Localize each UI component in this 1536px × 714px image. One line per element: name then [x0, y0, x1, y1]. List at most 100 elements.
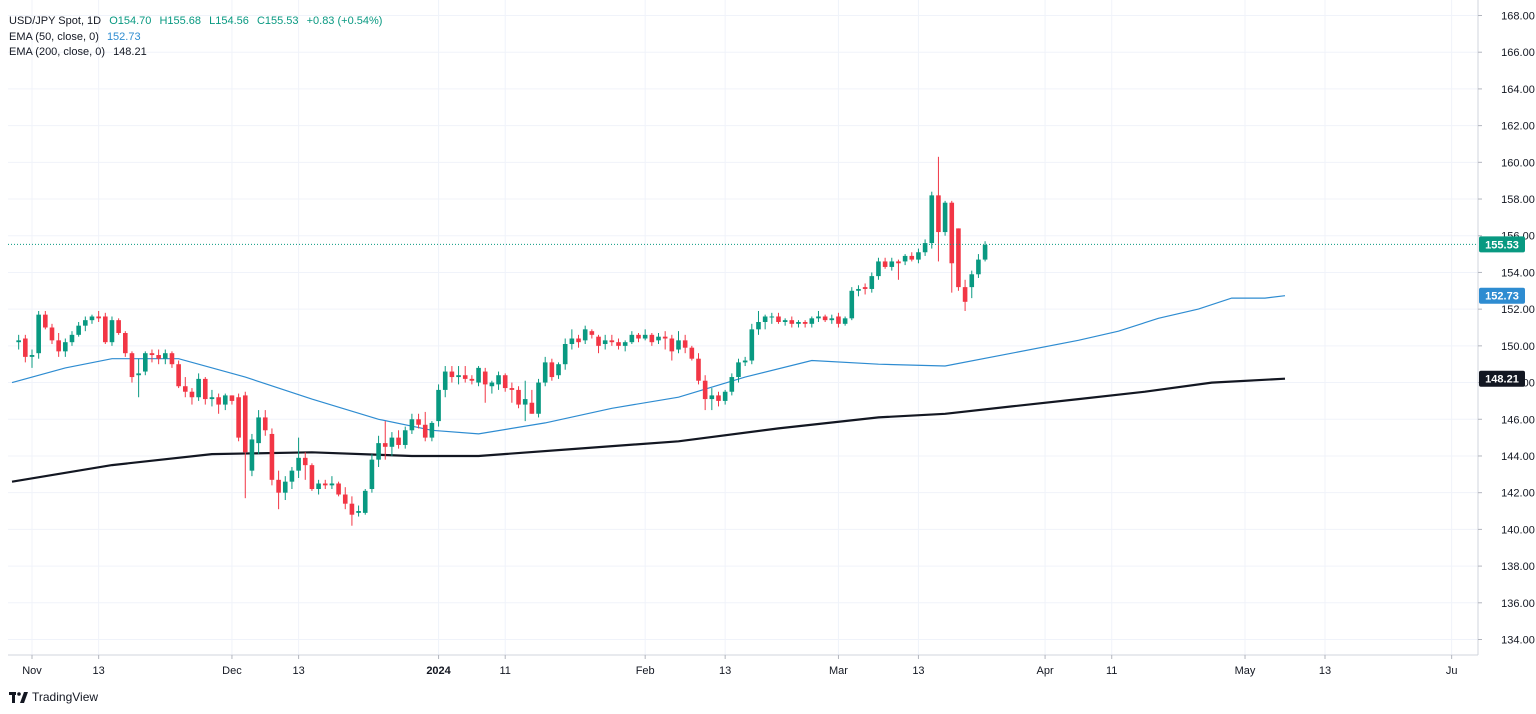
- candle-body: [16, 340, 21, 343]
- candle-up: [889, 257, 895, 271]
- candle-up: [642, 329, 648, 341]
- candle-down: [702, 375, 708, 411]
- candle-body: [302, 457, 308, 466]
- legend-change: +0.83 (+0.54%): [306, 15, 383, 27]
- candle-body: [882, 261, 888, 267]
- candle-body: [589, 331, 595, 335]
- y-tick-label: 150.00: [1501, 341, 1535, 353]
- candle-body: [123, 333, 128, 354]
- candle-up: [542, 356, 548, 387]
- ema50-badge: 152.73: [1479, 287, 1525, 304]
- candle-down: [682, 334, 688, 354]
- candle-body: [876, 261, 881, 277]
- y-tick-label: 166.00: [1501, 47, 1535, 59]
- x-tick-label: 11: [1106, 665, 1117, 677]
- candle-up: [329, 476, 335, 490]
- candle-body: [143, 353, 148, 372]
- candle-up: [676, 331, 681, 354]
- candle-up: [402, 426, 408, 449]
- candle-up: [362, 489, 368, 515]
- candle-down: [322, 479, 328, 490]
- candle-body: [676, 340, 681, 350]
- candle-body: [329, 483, 335, 486]
- candle-down: [116, 318, 121, 335]
- candle-body: [736, 362, 741, 378]
- candle-body: [456, 375, 461, 378]
- candle-body: [262, 417, 268, 431]
- y-tick-label: 160.00: [1501, 157, 1535, 169]
- candle-body: [469, 378, 475, 381]
- candle-body: [662, 336, 668, 339]
- candle-up: [496, 371, 501, 390]
- candle-up: [809, 316, 815, 328]
- candle-body: [369, 459, 375, 490]
- candle-down: [596, 334, 601, 354]
- candle-body: [669, 338, 675, 352]
- candle-down: [336, 481, 341, 497]
- candle-body: [856, 288, 861, 291]
- candle-body: [942, 202, 948, 233]
- candle-up: [143, 351, 148, 376]
- ema50-badge-bg: [1479, 287, 1525, 304]
- candle-down: [276, 470, 281, 510]
- tradingview-logo-icon: [9, 691, 28, 703]
- candle-down: [422, 411, 428, 442]
- legend-high: H155.68: [159, 15, 202, 27]
- candle-body: [336, 483, 341, 495]
- candle-body: [982, 244, 988, 260]
- price-axis[interactable]: 168.00166.00164.00162.00160.00158.00156.…: [1477, 0, 1535, 655]
- x-tick-label: 13: [1319, 665, 1331, 677]
- candle-down: [689, 345, 695, 361]
- candle-down: [909, 252, 915, 262]
- candle-down: [103, 312, 108, 345]
- candle-body: [849, 290, 855, 319]
- candle-body: [842, 318, 848, 324]
- x-tick-label: Dec: [222, 665, 242, 677]
- legend-ema200-row[interactable]: EMA (200, close, 0) 148.21: [9, 45, 382, 61]
- candle-up: [876, 257, 881, 280]
- time-axis[interactable]: Nov 13 Dec 13 2024 11 Feb 13 Mar 13 Apr 11 May 13 Ju: [8, 654, 1478, 677]
- candle-body: [229, 395, 235, 401]
- candle-up: [736, 358, 741, 383]
- candle-body: [129, 353, 135, 378]
- candle-body: [296, 457, 301, 471]
- candle-up: [476, 366, 481, 387]
- candle-body: [896, 261, 901, 264]
- candle-down: [309, 463, 315, 491]
- candle-up: [562, 338, 568, 370]
- candle-body: [249, 439, 255, 471]
- legend-symbol[interactable]: USD/JPY Spot, 1D: [9, 15, 102, 27]
- candle-down: [449, 366, 455, 383]
- candle-body: [616, 342, 621, 346]
- candle-up: [829, 314, 835, 324]
- candle-body: [642, 334, 648, 339]
- candle-up: [982, 241, 988, 262]
- candle-body: [256, 417, 261, 444]
- candle-body: [376, 443, 381, 460]
- candle-up: [249, 433, 255, 477]
- candle-body: [782, 320, 788, 322]
- candle-up: [136, 358, 141, 398]
- candle-body: [796, 321, 801, 324]
- candle-body: [829, 318, 835, 321]
- candle-down: [862, 283, 868, 295]
- candle-up: [442, 366, 448, 398]
- legend-ema200-value: 148.21: [113, 46, 147, 58]
- candle-down: [349, 496, 355, 526]
- y-tick-label: 142.00: [1501, 488, 1535, 500]
- y-tick-label: 152.00: [1501, 304, 1535, 316]
- candle-body: [322, 483, 328, 486]
- candle-down: [169, 351, 175, 368]
- candle-down: [802, 320, 808, 328]
- legend-ema50-label: EMA (50, close, 0): [9, 30, 99, 43]
- candle-up: [536, 378, 541, 418]
- legend-ema50-row[interactable]: EMA (50, close, 0) 152.73: [9, 30, 382, 46]
- candle-body: [916, 252, 921, 260]
- candle-up: [389, 432, 395, 456]
- tradingview-brand[interactable]: TradingView: [9, 690, 98, 704]
- candle-body: [922, 243, 928, 253]
- candle-down: [49, 323, 55, 345]
- candle-body: [509, 388, 515, 390]
- candle-body: [596, 336, 601, 346]
